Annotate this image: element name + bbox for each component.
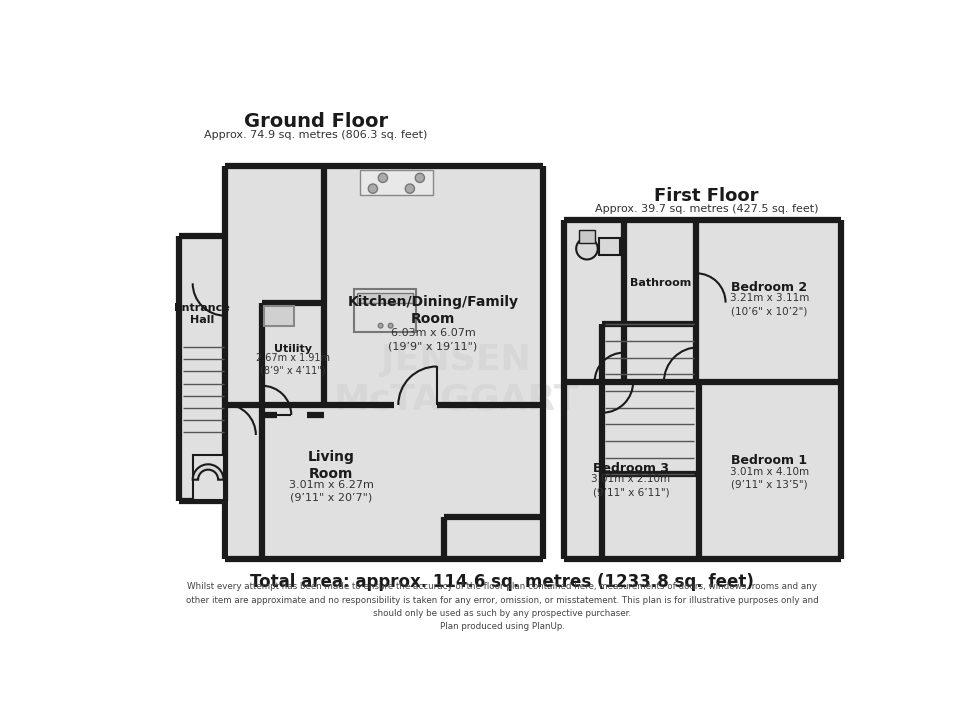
Bar [265, 305, 294, 325]
Circle shape [416, 173, 424, 182]
Text: Approx. 74.9 sq. metres (806.3 sq. feet): Approx. 74.9 sq. metres (806.3 sq. feet) [204, 130, 427, 140]
Circle shape [378, 323, 383, 328]
Text: 3.01m x 2.10m
(9’11" x 6’11"): 3.01m x 2.10m (9’11" x 6’11") [591, 474, 670, 498]
Text: Utility: Utility [273, 344, 312, 354]
Circle shape [576, 238, 598, 259]
Text: JENSEN
McTAGGART: JENSEN McTAGGART [333, 343, 579, 417]
Text: 2.67m x 1.91m
(8’9" x 4’11"): 2.67m x 1.91m (8’9" x 4’11") [256, 353, 330, 375]
Text: Total area: approx. 114.6 sq. metres (1233.8 sq. feet): Total area: approx. 114.6 sq. metres (12… [250, 573, 755, 591]
Text: Bathroom: Bathroom [630, 278, 692, 288]
Text: Entrance
Hall: Entrance Hall [174, 303, 230, 325]
Bar [579, 230, 595, 243]
Polygon shape [179, 167, 543, 559]
Text: First Floor: First Floor [654, 187, 759, 205]
Text: 6.03m x 6.07m
(19’9" x 19’11"): 6.03m x 6.07m (19’9" x 19’11") [388, 328, 477, 351]
Bar [360, 170, 433, 195]
Bar [193, 455, 223, 500]
Bar [358, 293, 413, 303]
Bar [564, 220, 841, 559]
Text: Approx. 39.7 sq. metres (427.5 sq. feet): Approx. 39.7 sq. metres (427.5 sq. feet) [595, 204, 818, 214]
Text: Whilst every attempt has been made to ensure the accuracy of the floor plan cont: Whilst every attempt has been made to en… [186, 582, 818, 631]
Circle shape [368, 184, 377, 193]
Text: Ground Floor: Ground Floor [244, 112, 388, 131]
Bar [599, 238, 620, 255]
Circle shape [378, 173, 387, 182]
Wedge shape [193, 464, 223, 480]
Bar [355, 290, 416, 332]
Text: Kitchen/Dining/Family
Room: Kitchen/Dining/Family Room [348, 295, 518, 326]
Circle shape [406, 184, 415, 193]
Text: Living
Room: Living Room [308, 450, 355, 481]
Text: 3.21m x 3.11m
(10’6" x 10’2"): 3.21m x 3.11m (10’6" x 10’2") [730, 293, 809, 317]
Text: Bedroom 2: Bedroom 2 [731, 281, 808, 293]
Text: Bedroom 1: Bedroom 1 [731, 454, 808, 467]
Text: Bedroom 3: Bedroom 3 [593, 461, 668, 475]
Text: 3.01m x 6.27m
(9’11" x 20’7"): 3.01m x 6.27m (9’11" x 20’7") [289, 480, 373, 503]
Circle shape [388, 323, 393, 328]
Text: 3.01m x 4.10m
(9’11" x 13’5"): 3.01m x 4.10m (9’11" x 13’5") [730, 466, 809, 490]
